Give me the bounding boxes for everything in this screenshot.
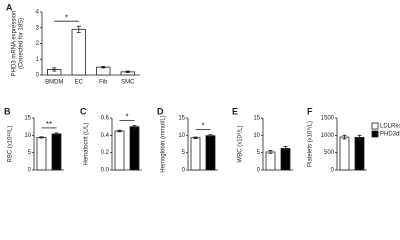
y-tick-label: 0	[36, 73, 40, 79]
y-tick-label: 0	[331, 168, 335, 174]
significance-label: *	[65, 13, 68, 22]
error-bar	[125, 70, 130, 74]
bar	[190, 137, 201, 171]
y-tick-label: 15	[24, 116, 31, 122]
y-tick-label: 5	[28, 150, 32, 156]
error-bar	[208, 134, 213, 138]
bar	[205, 135, 216, 171]
y-tick-label: 0.6	[101, 116, 110, 122]
y-tick-label: 10	[253, 133, 260, 139]
legend-label: LDLRko	[380, 124, 400, 130]
y-axis-label: PHD3 mRNA expression	[12, 11, 18, 77]
legend-swatch	[371, 130, 379, 138]
y-axis-label: (Corrected for 18S)	[19, 18, 25, 69]
x-tick-label: EC	[75, 80, 84, 86]
error-bar	[117, 129, 122, 133]
y-tick-label: 2	[36, 41, 40, 47]
bar	[51, 133, 62, 171]
error-bar	[132, 124, 137, 129]
significance-label: **	[46, 120, 52, 129]
panel-label: E	[232, 106, 238, 116]
y-tick-label: 0	[28, 168, 32, 174]
error-bar	[54, 132, 59, 136]
x-tick-label: Fib	[99, 80, 108, 86]
error-bar	[101, 65, 106, 69]
y-axis-label: Hemoglobin (mmol/L)	[161, 115, 167, 172]
error-bar	[76, 25, 81, 33]
panel-label: D	[157, 106, 164, 116]
y-tick-label: 1000	[321, 133, 335, 139]
bar	[339, 136, 350, 171]
error-bar	[357, 134, 362, 140]
x-tick-label: SMC	[121, 80, 135, 86]
error-bar	[39, 136, 44, 139]
error-bar	[268, 150, 273, 154]
bar	[280, 148, 291, 171]
significance-label: *	[125, 112, 128, 121]
y-tick-label: 15	[253, 116, 260, 122]
bar	[265, 151, 276, 171]
y-tick-label: 5	[182, 150, 186, 156]
legend-label: PHD3dko	[380, 132, 400, 138]
y-tick-label: 15	[178, 116, 185, 122]
y-tick-label: 0.4	[101, 133, 110, 139]
y-axis-label: WBC (x10⁹/L)	[237, 126, 244, 163]
y-tick-label: 10	[24, 133, 31, 139]
y-tick-label: 0.2	[101, 150, 110, 156]
y-tick-label: 500	[324, 150, 335, 156]
error-bar	[342, 134, 347, 140]
significance-label: *	[201, 122, 204, 131]
panel-label: B	[4, 106, 11, 116]
bar	[354, 137, 365, 171]
y-axis-label: Hematocrit (L/L)	[84, 122, 90, 165]
y-tick-label: 5	[257, 150, 261, 156]
x-tick-label: BMDM	[45, 80, 63, 86]
error-bar	[193, 136, 198, 139]
bar	[129, 126, 140, 171]
y-tick-label: 3	[36, 25, 40, 31]
bar	[114, 130, 125, 171]
y-axis-label: RBC (x10¹²/L)	[8, 125, 14, 162]
legend-swatch	[371, 122, 379, 130]
y-tick-label: 0	[257, 168, 261, 174]
bar	[36, 137, 47, 171]
y-axis-label: Platelets (x10⁹/L)	[307, 121, 314, 167]
y-tick-label: 0	[182, 168, 186, 174]
y-tick-label: 1500	[321, 116, 335, 122]
error-bar	[52, 67, 57, 72]
panel-label: C	[80, 106, 87, 116]
panel-label: F	[307, 106, 313, 116]
error-bar	[283, 146, 288, 151]
y-tick-label: 10	[178, 133, 185, 139]
panel-label: A	[6, 2, 13, 12]
y-tick-label: 4	[36, 10, 40, 16]
bar	[71, 28, 86, 76]
y-tick-label: 0.0	[101, 168, 110, 174]
y-tick-label: 1	[36, 57, 40, 63]
